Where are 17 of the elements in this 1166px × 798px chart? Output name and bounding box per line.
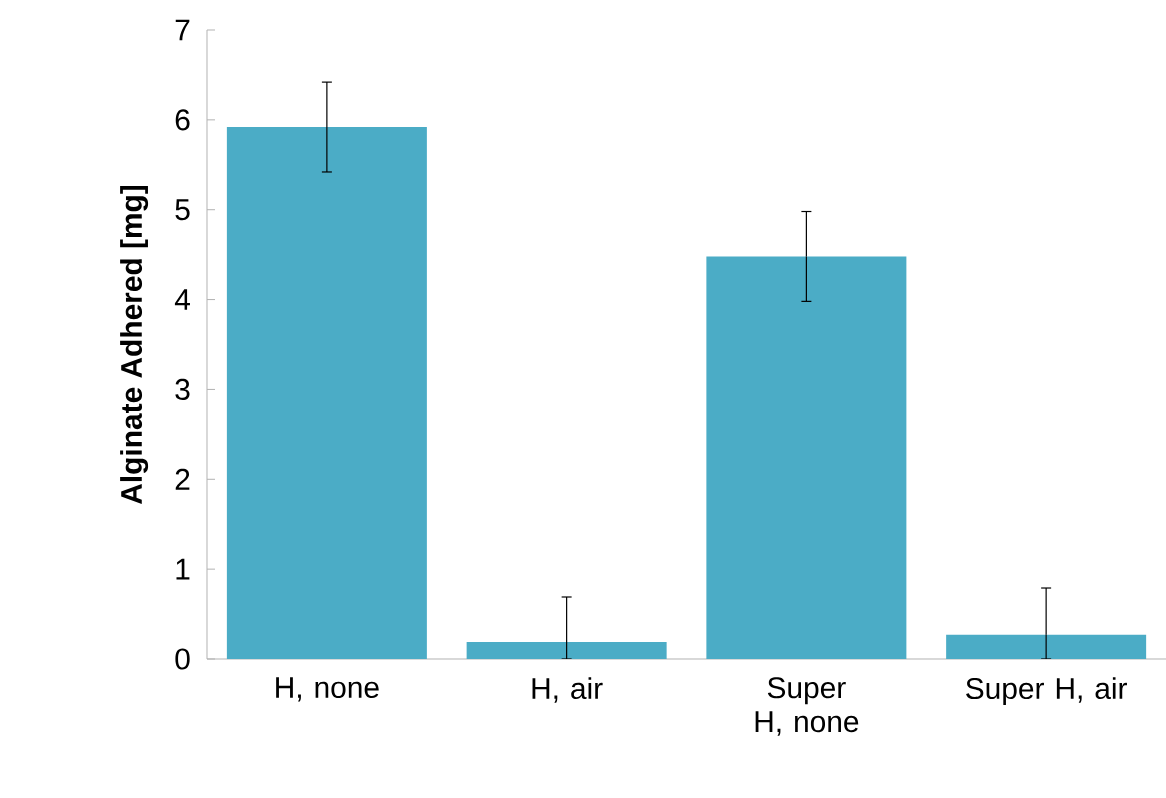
y-tick-label: 2 bbox=[175, 468, 190, 490]
x-tick-label: Super H, air bbox=[966, 677, 1127, 706]
y-tick-label: 5 bbox=[175, 199, 190, 221]
y-tick-label: 6 bbox=[175, 109, 190, 131]
bar bbox=[226, 127, 427, 659]
y-tick-label: 0 bbox=[175, 648, 190, 670]
bar bbox=[466, 641, 667, 659]
bar bbox=[946, 634, 1147, 659]
x-tick-label: Super H, none bbox=[755, 677, 859, 736]
x-tick-label: H, air bbox=[532, 677, 603, 703]
bar bbox=[706, 256, 907, 659]
y-axis-title: Alginate Adhered [mg] bbox=[120, 185, 149, 504]
y-tick-label: 3 bbox=[175, 378, 190, 401]
x-tick-label: H, none bbox=[276, 677, 379, 702]
y-tick-label: 7 bbox=[175, 19, 190, 41]
y-tick-label: 1 bbox=[176, 558, 190, 580]
y-tick-label: 4 bbox=[174, 289, 190, 310]
